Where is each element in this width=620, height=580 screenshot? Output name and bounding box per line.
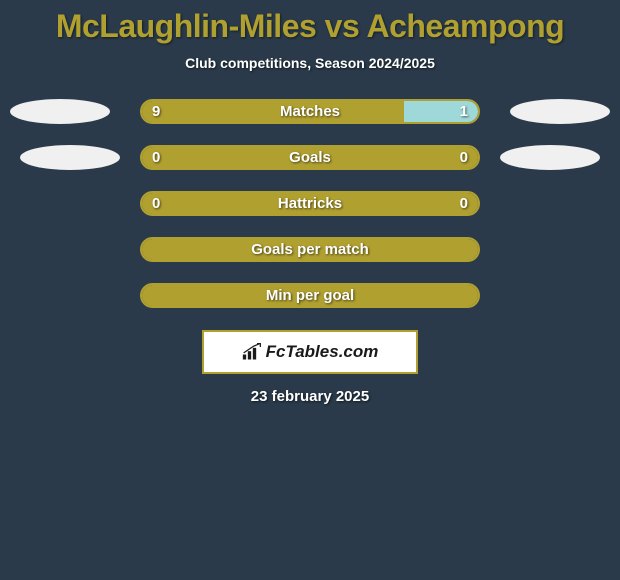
stat-label: Goals per match <box>142 239 478 260</box>
stat-row: Goals0 0 <box>0 145 620 170</box>
stat-label: Min per goal <box>142 285 478 306</box>
player-right-badge <box>500 145 600 170</box>
stat-value-left: 0 <box>152 193 160 214</box>
logo-text: FcTables.com <box>266 342 379 362</box>
stat-value-right: 0 <box>460 193 468 214</box>
stat-row: Matches9 1 <box>0 99 620 124</box>
player-left-badge <box>10 99 110 124</box>
stat-value-right: 1 <box>460 101 468 122</box>
stat-label: Hattricks <box>142 193 478 214</box>
stat-label: Goals <box>142 147 478 168</box>
logo-box[interactable]: FcTables.com <box>202 330 418 374</box>
comparison-widget: McLaughlin-Miles vs Acheampong Club comp… <box>0 0 620 405</box>
stat-bar: Hattricks0 0 <box>140 191 480 216</box>
stat-value-left: 9 <box>152 101 160 122</box>
stat-row: Min per goal <box>0 283 620 308</box>
stat-bar: Matches9 1 <box>140 99 480 124</box>
stat-row: Hattricks0 0 <box>0 191 620 216</box>
stat-rows: Matches91Goals00Hattricks00Goals per mat… <box>0 99 620 308</box>
stat-value-left: 0 <box>152 147 160 168</box>
date-label: 23 february 2025 <box>0 388 620 405</box>
player-right-badge <box>510 99 610 124</box>
stat-row: Goals per match <box>0 237 620 262</box>
page-title: McLaughlin-Miles vs Acheampong <box>0 8 620 45</box>
chart-icon <box>242 343 262 361</box>
stat-value-right: 0 <box>460 147 468 168</box>
stat-bar: Goals per match <box>140 237 480 262</box>
stat-bar: Min per goal <box>140 283 480 308</box>
stat-label: Matches <box>142 101 478 122</box>
player-left-badge <box>20 145 120 170</box>
page-subtitle: Club competitions, Season 2024/2025 <box>0 55 620 71</box>
stat-bar: Goals0 0 <box>140 145 480 170</box>
